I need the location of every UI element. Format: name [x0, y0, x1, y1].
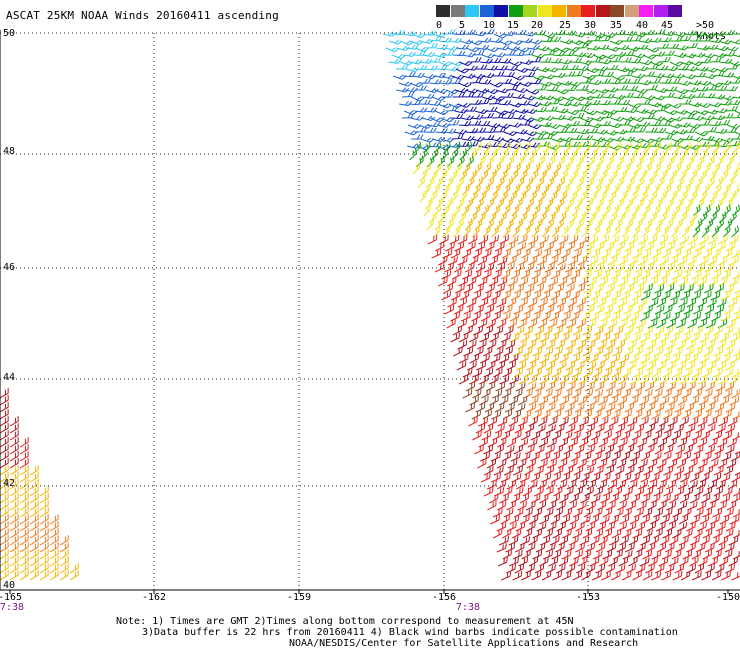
map-frame [0, 30, 740, 591]
legend-color-11 [595, 5, 610, 17]
time-label-left: 7:38 [0, 602, 25, 613]
legend-tick-label: 35 [609, 20, 623, 31]
time-label-center: 7:38 [455, 602, 481, 613]
legend-color-10 [581, 5, 595, 17]
legend-color-15 [653, 5, 668, 17]
lat-label-46: 46 [3, 262, 16, 273]
legend-tick-label: 25 [558, 20, 572, 31]
lat-label-42: 42 [3, 478, 16, 489]
legend-tick-label: 10 [482, 20, 496, 31]
note-line-1: Note: 1) Times are GMT 2)Times along bot… [116, 616, 574, 627]
lat-label-50: 50 [3, 28, 16, 39]
legend-tick-label: 20 [530, 20, 544, 31]
legend-tick-label: 30 [583, 20, 597, 31]
legend-color-7 [537, 5, 552, 17]
legend-color-13 [624, 5, 639, 17]
note-line-3: NOAA/NESDIS/Center for Satellite Applica… [289, 638, 639, 649]
lon-label-150: -150 [715, 592, 740, 603]
legend-color-3 [479, 5, 494, 17]
legend-color-4 [494, 5, 508, 17]
lon-label-165: -165 [0, 592, 23, 603]
legend-tick-label: 15 [506, 20, 520, 31]
lat-lon-grid [0, 30, 740, 594]
lat-label-44: 44 [3, 372, 16, 383]
legend-tick-label: 40 [635, 20, 649, 31]
wind-barb-swaths [0, 28, 740, 581]
legend-tick-label: 5 [458, 20, 466, 31]
legend-color-12 [610, 5, 624, 17]
lat-label-48: 48 [3, 146, 16, 157]
lon-label-156: -156 [431, 592, 457, 603]
legend-color-16 [668, 5, 682, 17]
legend-color-6 [523, 5, 537, 17]
legend-color-9 [566, 5, 581, 17]
lat-label-40: 40 [3, 580, 16, 591]
legend-color-0 [436, 5, 450, 17]
lon-label-159: -159 [286, 592, 312, 603]
note-line-2: 3)Data buffer is 22 hrs from 20160411 4)… [142, 627, 678, 638]
legend-color-5 [508, 5, 523, 17]
legend-tick-label: 45 [660, 20, 674, 31]
legend-tick-label: 0 [435, 20, 443, 31]
legend-color-14 [639, 5, 653, 17]
map-title: ASCAT 25KM NOAA Winds 20160411 ascending [6, 9, 279, 22]
legend-color-1 [450, 5, 465, 17]
lon-label-162: -162 [141, 592, 167, 603]
lon-label-153: -153 [575, 592, 601, 603]
legend-color-8 [552, 5, 566, 17]
legend-color-2 [465, 5, 479, 17]
